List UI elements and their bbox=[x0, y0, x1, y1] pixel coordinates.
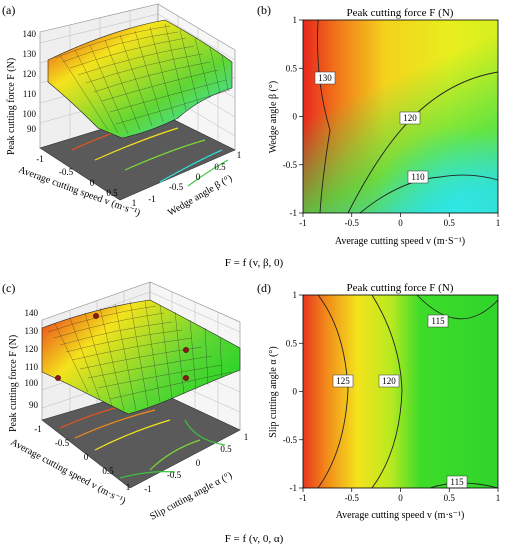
z-tick: 120 bbox=[23, 69, 37, 79]
y-axis-label: Wedge angle β (°) bbox=[268, 81, 279, 153]
y-tick: 0 bbox=[196, 172, 201, 182]
contour-label: 115 bbox=[450, 477, 464, 487]
z-tick: 140 bbox=[23, 29, 37, 39]
y-tick: -0.5 bbox=[283, 160, 298, 170]
y-tick: 1 bbox=[244, 432, 249, 442]
y-tick: -0.5 bbox=[169, 182, 184, 192]
x-tick: -0.5 bbox=[345, 493, 360, 503]
x-tick: -1 bbox=[36, 154, 44, 164]
chart-title: Peak cutting force F (N) bbox=[347, 7, 454, 19]
z-tick: 90 bbox=[27, 124, 37, 134]
z-axis-label: Peak cutting force F (N) bbox=[6, 58, 17, 155]
y-axis-label: Slip cutting angle α (°) bbox=[268, 346, 279, 437]
x-tick: 0.5 bbox=[444, 493, 456, 503]
y-tick: -0.5 bbox=[167, 470, 182, 480]
caption-a: F = f (v, β, 0) bbox=[225, 257, 284, 269]
y-tick: 1 bbox=[293, 15, 298, 25]
x-tick: 0 bbox=[90, 178, 95, 188]
x-tick: 0.5 bbox=[106, 188, 118, 198]
x-tick: 0 bbox=[398, 493, 403, 503]
panel-label-a: (a) bbox=[2, 3, 15, 17]
y-tick: 0.5 bbox=[286, 63, 298, 73]
contour-label: 125 bbox=[336, 376, 350, 386]
x-tick: 1 bbox=[126, 482, 131, 492]
contour-line bbox=[416, 294, 499, 320]
panel-label-c: (c) bbox=[2, 281, 15, 295]
data-point bbox=[93, 313, 99, 319]
y-tick: 0.5 bbox=[214, 162, 226, 172]
z-tick: 90 bbox=[29, 400, 39, 410]
z-tick: 120 bbox=[25, 344, 39, 354]
x-tick: 1 bbox=[496, 218, 501, 228]
data-point bbox=[55, 375, 61, 381]
contour-label: 115 bbox=[431, 316, 445, 326]
x-tick: -0.5 bbox=[59, 167, 74, 177]
y-tick: -1 bbox=[290, 208, 298, 218]
panel-b: (b) Peak cutting force F (N) 130 120 110… bbox=[257, 3, 500, 247]
x-tick: 0.5 bbox=[102, 466, 114, 476]
y-tick: 0.5 bbox=[220, 444, 232, 454]
y-tick: 1 bbox=[237, 150, 242, 160]
z-tick: 110 bbox=[23, 89, 37, 99]
z-tick: 100 bbox=[23, 109, 37, 119]
y-tick: 1 bbox=[293, 290, 298, 300]
panel-label-d: (d) bbox=[257, 281, 271, 295]
y-tick: 0 bbox=[293, 387, 298, 397]
z-tick: 140 bbox=[25, 308, 39, 318]
x-tick: -1 bbox=[34, 424, 42, 434]
contour-line bbox=[317, 19, 331, 214]
chart-title: Peak cutting force F (N) bbox=[347, 282, 454, 294]
x-tick: -0.5 bbox=[345, 218, 360, 228]
panel-a: (a) bbox=[2, 3, 241, 219]
contour-label: 130 bbox=[318, 73, 332, 83]
x-tick: -1 bbox=[299, 493, 307, 503]
contour-label: 120 bbox=[403, 113, 417, 123]
y-tick: -1 bbox=[144, 484, 152, 494]
x-tick: 0 bbox=[84, 452, 89, 462]
y-tick: 0 bbox=[293, 112, 298, 122]
y-tick: -0.5 bbox=[283, 435, 298, 445]
y-tick: -1 bbox=[148, 194, 156, 204]
contour-line bbox=[317, 294, 349, 489]
contour-field bbox=[303, 295, 498, 488]
x-tick: 1 bbox=[132, 198, 137, 208]
panel-c: (c) bbox=[2, 281, 248, 523]
contour-line bbox=[359, 174, 499, 214]
x-tick: -1 bbox=[299, 218, 307, 228]
z-tick: 130 bbox=[23, 49, 37, 59]
z-axis-label: Peak cutting force F (N) bbox=[8, 335, 19, 432]
x-tick: 1 bbox=[496, 493, 501, 503]
y-tick: -1 bbox=[290, 483, 298, 493]
contour-label: 120 bbox=[382, 376, 396, 386]
z-tick: 100 bbox=[25, 378, 39, 388]
data-point bbox=[183, 347, 189, 353]
x-axis-label: Average cutting speed v (m·s⁻¹) bbox=[336, 510, 465, 521]
contour-label: 110 bbox=[411, 172, 425, 182]
x-axis-label: Average cutting speed v (m·S⁻¹) bbox=[335, 236, 465, 247]
contour-line bbox=[371, 294, 403, 489]
z-tick: 110 bbox=[25, 362, 39, 372]
panel-d: (d) Peak cutting force F (N) 115 125 120… bbox=[257, 281, 500, 521]
caption-c: F = f (v, 0, α) bbox=[225, 533, 284, 545]
x-tick: 0.5 bbox=[444, 218, 456, 228]
x-tick: -0.5 bbox=[55, 438, 70, 448]
data-point bbox=[183, 375, 189, 381]
y-tick: 0.5 bbox=[286, 338, 298, 348]
y-tick: 0 bbox=[196, 458, 201, 468]
y-axis-label: Slip cutting angle α (°) bbox=[148, 470, 234, 523]
panel-label-b: (b) bbox=[257, 3, 271, 17]
x-tick: 0 bbox=[398, 218, 403, 228]
z-tick: 130 bbox=[25, 326, 39, 336]
